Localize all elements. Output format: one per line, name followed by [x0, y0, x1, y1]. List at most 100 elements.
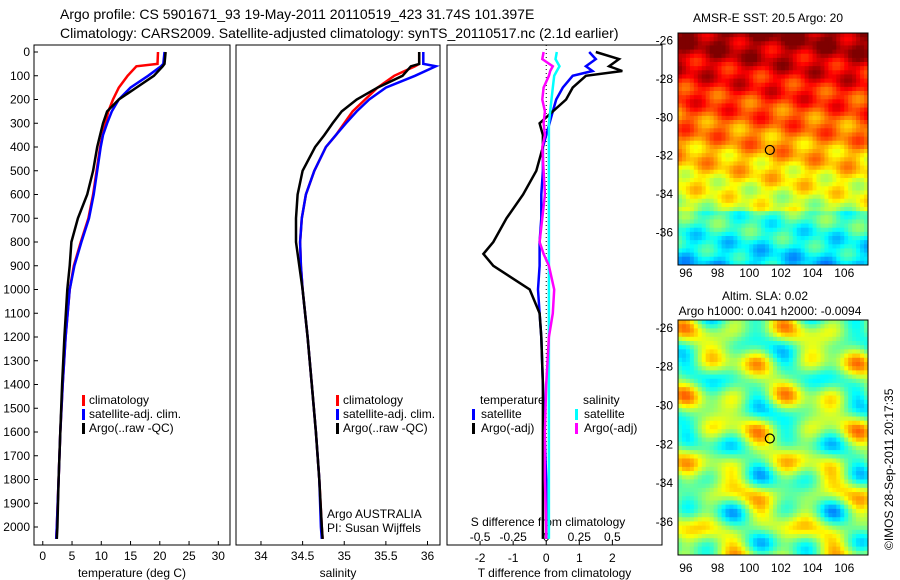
y-tick-label: 100: [10, 69, 30, 83]
y-tick-label: 1300: [3, 354, 30, 368]
legend-label: climatology: [89, 393, 149, 407]
legend-label: satellite: [584, 407, 625, 421]
lon-tick-label: 104: [803, 266, 823, 280]
legend-swatch: [575, 409, 578, 420]
lon-tick-label: 106: [834, 561, 854, 575]
lon-tick-label: 100: [739, 561, 759, 575]
lon-tick-label: 100: [739, 266, 759, 280]
lat-tick-label: -32: [656, 437, 674, 451]
map-frame: [677, 32, 869, 266]
lat-tick-label: -32: [656, 149, 674, 163]
map-title: Altim. SLA: 0.02: [722, 289, 808, 303]
legend-swatch: [472, 409, 475, 420]
legend-swatch: [82, 409, 85, 420]
legend-label: satellite-adj. clim.: [89, 407, 181, 421]
x-tick-label: -2: [475, 551, 486, 565]
legend-header: temperature: [480, 393, 545, 407]
lat-tick-label: -28: [656, 72, 674, 86]
legend-swatch: [472, 423, 475, 434]
title-line-2: Climatology: CARS2009. Satellite-adjuste…: [60, 25, 618, 41]
x-tick-label: 34: [254, 549, 268, 563]
x-tick-label: 0: [543, 551, 550, 565]
x-tick-label: 2: [609, 551, 616, 565]
x-tick-label: 35: [338, 549, 352, 563]
sla-map: [678, 320, 869, 556]
legend-label: Argo(-adj): [481, 421, 534, 435]
map-frame: [677, 319, 869, 556]
x-tick-label: 10: [95, 549, 109, 563]
x-axis-label: T difference from climatology: [478, 566, 632, 580]
x-tick-label: 34.5: [291, 549, 315, 563]
y-tick-label: 2000: [3, 520, 30, 534]
legend-swatch: [82, 423, 85, 434]
sst-map: [678, 33, 869, 266]
y-tick-label: 1000: [3, 283, 30, 297]
y-tick-label: 400: [10, 140, 30, 154]
y-tick-label: 1500: [3, 401, 30, 415]
legend-label: satellite-adj. clim.: [343, 407, 435, 421]
x-tick-label: 25: [182, 549, 196, 563]
lon-tick-label: 98: [711, 561, 725, 575]
lat-tick-label: -34: [656, 187, 674, 201]
x-tick-label: 36: [421, 549, 435, 563]
y-tick-label: 600: [10, 188, 30, 202]
x-axis-label: temperature (deg C): [78, 566, 186, 580]
x-tick-label: 1: [576, 551, 583, 565]
s-tick-label: 0.25: [568, 530, 592, 544]
y-tick-label: 500: [10, 164, 30, 178]
lon-tick-label: 98: [711, 266, 725, 280]
lat-tick-label: -28: [656, 360, 674, 374]
lon-tick-label: 102: [771, 561, 791, 575]
y-tick-label: 1700: [3, 449, 30, 463]
s-tick-label: 0.5: [604, 530, 621, 544]
legend-label: climatology: [343, 393, 403, 407]
lat-tick-label: -34: [656, 476, 674, 490]
legend-swatch: [82, 395, 85, 406]
lat-tick-label: -26: [656, 321, 674, 335]
lon-tick-label: 96: [679, 561, 693, 575]
sal-plot-frame: [235, 44, 441, 546]
lon-tick-label: 102: [771, 266, 791, 280]
series-line-argo-raw-qc-: [55, 51, 167, 539]
y-tick-label: 900: [10, 259, 30, 273]
y-tick-label: 1100: [4, 306, 30, 320]
s-tick-label: -0.5: [470, 530, 491, 544]
legend-label: satellite: [481, 407, 522, 421]
diff-plot-frame: [446, 44, 663, 546]
series-line-argo-raw-qc-: [294, 52, 421, 539]
legend-swatch: [336, 409, 339, 420]
x-tick-label: -1: [508, 551, 519, 565]
x-tick-label: 35.5: [374, 549, 398, 563]
lon-tick-label: 96: [679, 266, 693, 280]
series-line-argo-adj-: [481, 50, 623, 539]
lat-tick-label: -30: [656, 398, 674, 412]
y-tick-label: 1900: [3, 496, 30, 510]
annotation: Argo AUSTRALIA: [327, 507, 422, 521]
legend-swatch: [575, 423, 578, 434]
y-tick-label: 800: [10, 235, 30, 249]
lat-tick-label: -30: [656, 110, 674, 124]
series-line-satellite-adj-clim-: [298, 52, 440, 539]
series-line-argo-adj-: [538, 51, 556, 539]
y-tick-label: 300: [10, 116, 30, 130]
lon-tick-label: 106: [834, 266, 854, 280]
lat-tick-label: -36: [656, 515, 674, 529]
copyright-label: ©IMOS 28-Sep-2011 20:17:35: [882, 388, 896, 550]
y-tick-label: 700: [10, 211, 30, 225]
x-tick-label: 15: [124, 549, 138, 563]
map-subtitle: Argo h1000: 0.041 h2000: -0.0094: [679, 304, 862, 318]
temp-plot-frame: [33, 44, 231, 546]
annotation: PI: Susan Wijffels: [327, 521, 421, 535]
y-tick-label: 1600: [3, 425, 30, 439]
series-line-satellite: [547, 51, 561, 539]
y-tick-label: 1400: [3, 378, 30, 392]
map-title: AMSR-E SST: 20.5 Argo: 20: [693, 11, 843, 25]
x-tick-label: 20: [153, 549, 167, 563]
legend-label: Argo(..raw -QC): [343, 421, 428, 435]
y-tick-label: 1800: [3, 473, 30, 487]
x-tick-label: 5: [69, 549, 76, 563]
legend-swatch: [336, 395, 339, 406]
y-tick-label: 200: [10, 93, 30, 107]
x-tick-label: 30: [212, 549, 226, 563]
